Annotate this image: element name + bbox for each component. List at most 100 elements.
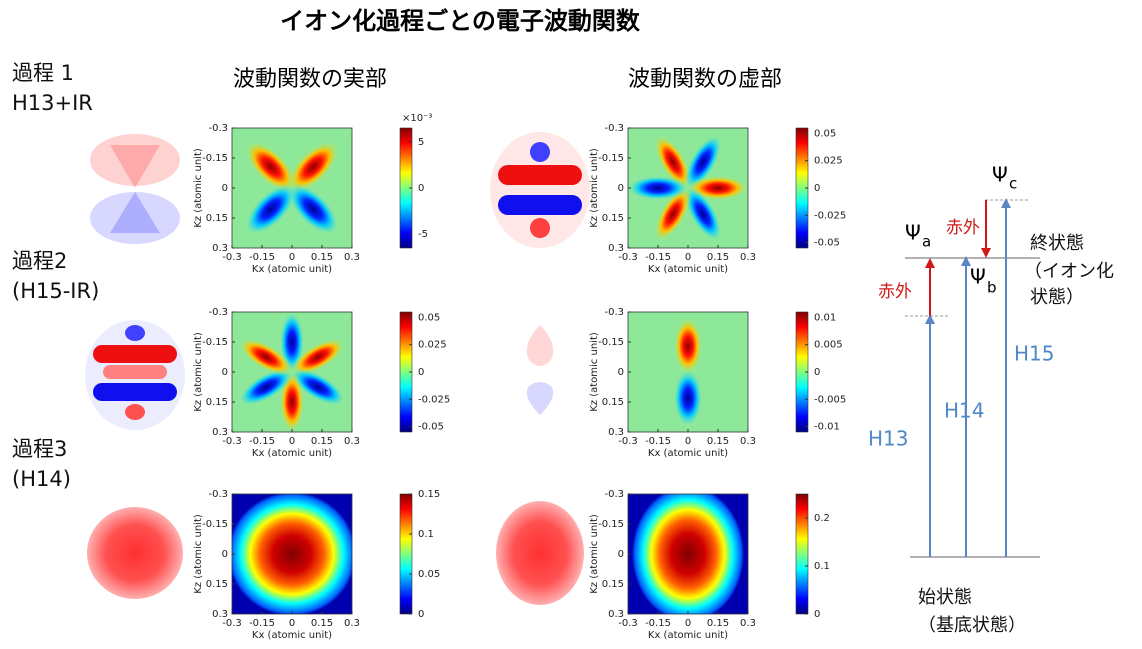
colorbar-tick-label: 0.025 — [814, 156, 843, 167]
colorbar-tick-label: 0.025 — [418, 340, 447, 351]
column-header: 波動関数の虚部 — [628, 67, 782, 92]
x-tick-label: -0.3 — [618, 436, 638, 447]
y-tick-label: -0.15 — [202, 519, 228, 530]
colorbar — [400, 494, 412, 614]
y-tick-label: -0.15 — [598, 337, 624, 348]
x-tick-label: -0.3 — [618, 252, 638, 263]
colorbar-exponent: ×10⁻³ — [402, 113, 432, 124]
x-axis-label: Kx (atomic unit) — [648, 630, 728, 641]
colorbar-tick-label: 0 — [418, 183, 424, 194]
y-tick-label: -0.3 — [208, 307, 228, 318]
x-tick-label: -0.15 — [249, 252, 275, 263]
x-tick-label: 0.3 — [740, 618, 756, 629]
colorbar-tick-label: -0.005 — [814, 394, 846, 405]
y-tick-label: 0.15 — [206, 579, 228, 590]
colorbar-tick-label: 0 — [814, 367, 820, 378]
title: イオン化過程ごとの電子波動関数 — [280, 7, 641, 35]
y-axis-label: Kz (atomic unit) — [589, 148, 600, 228]
colorbar-tick-label: 0 — [418, 367, 424, 378]
y-axis-label: Kz (atomic unit) — [193, 148, 204, 228]
infrared-label: 赤外 — [878, 282, 912, 302]
x-tick-label: -0.3 — [618, 618, 638, 629]
x-tick-label: -0.15 — [645, 252, 671, 263]
row-label: (H15-IR) — [12, 279, 99, 303]
state-symbol: Ψ — [970, 265, 986, 289]
x-tick-label: -0.3 — [222, 252, 242, 263]
final-state-label: （イオン化 — [1024, 261, 1114, 282]
heatmap — [628, 128, 748, 248]
y-tick-label: -0.15 — [202, 153, 228, 164]
y-tick-label: -0.15 — [598, 153, 624, 164]
harmonic-label: H15 — [1014, 342, 1055, 366]
x-tick-label: 0 — [685, 436, 691, 447]
x-tick-label: 0.15 — [311, 436, 333, 447]
row-label: 過程2 — [12, 249, 67, 273]
y-tick-label: 0 — [222, 367, 228, 378]
y-axis-label: Kz (atomic unit) — [193, 514, 204, 594]
x-axis-label: Kx (atomic unit) — [648, 448, 728, 459]
x-tick-label: 0.3 — [344, 436, 360, 447]
final-state-label: 状態） — [1030, 287, 1084, 308]
figure: イオン化過程ごとの電子波動関数 波動関数の実部 波動関数の虚部 過程 1 H13… — [0, 0, 1142, 645]
y-tick-label: -0.15 — [598, 519, 624, 530]
y-tick-label: 0.15 — [602, 397, 624, 408]
column-header: 波動関数の実部 — [233, 67, 387, 92]
harmonic-label: H13 — [868, 427, 909, 451]
row-label: 過程 1 — [12, 61, 74, 85]
state-subscript: b — [987, 279, 997, 297]
state-symbol: Ψ — [905, 221, 921, 245]
y-tick-label: 0 — [618, 367, 624, 378]
x-axis-label: Kx (atomic unit) — [252, 264, 332, 275]
colorbar-tick-label: 0.15 — [418, 489, 440, 500]
colorbar-tick-label: 0 — [814, 183, 820, 194]
colorbar-tick-label: 0 — [418, 609, 424, 620]
colorbar-tick-label: -0.01 — [814, 422, 840, 433]
y-axis-label: Kz (atomic unit) — [589, 332, 600, 412]
x-tick-label: 0.15 — [707, 618, 729, 629]
x-tick-label: 0 — [289, 618, 295, 629]
colorbar-tick-label: -0.05 — [418, 422, 444, 433]
heatmap — [232, 312, 352, 432]
state-subscript: c — [1009, 175, 1017, 193]
y-tick-label: 0 — [618, 183, 624, 194]
heatmap-blob — [632, 486, 744, 622]
row-label: H13+IR — [12, 91, 93, 115]
infrared-label: 赤外 — [946, 218, 980, 238]
colorbar-tick-label: 0.05 — [814, 128, 836, 139]
colorbar-tick-label: 0.05 — [418, 569, 440, 580]
x-tick-label: 0.15 — [707, 436, 729, 447]
x-tick-label: 0 — [685, 252, 691, 263]
state-subscript: a — [922, 233, 931, 251]
energy-diagram — [905, 198, 1040, 557]
x-tick-label: -0.15 — [249, 436, 275, 447]
colorbar-tick-label: -0.025 — [418, 394, 450, 405]
x-tick-label: 0 — [289, 436, 295, 447]
x-tick-label: -0.3 — [222, 436, 242, 447]
x-tick-label: -0.15 — [645, 436, 671, 447]
colorbar-tick-label: 0.05 — [418, 312, 440, 323]
y-tick-label: 0.15 — [602, 579, 624, 590]
y-tick-label: -0.3 — [604, 307, 624, 318]
x-tick-label: -0.3 — [222, 618, 242, 629]
y-tick-label: 0 — [222, 549, 228, 560]
colorbar-tick-label: -0.05 — [814, 238, 840, 249]
y-tick-label: -0.15 — [202, 337, 228, 348]
y-tick-label: 0.15 — [206, 397, 228, 408]
x-tick-label: 0 — [685, 618, 691, 629]
x-tick-label: -0.15 — [645, 618, 671, 629]
x-tick-label: 0.3 — [344, 618, 360, 629]
x-tick-label: 0 — [289, 252, 295, 263]
x-tick-label: 0.15 — [311, 618, 333, 629]
y-tick-label: -0.3 — [604, 123, 624, 134]
lobe — [674, 318, 702, 374]
colorbar-tick-label: 0.005 — [814, 340, 843, 351]
state-symbol: Ψ — [992, 163, 1008, 187]
y-tick-label: -0.3 — [208, 489, 228, 500]
colorbar-tick-label: 0 — [814, 609, 820, 620]
lobe — [628, 176, 688, 200]
final-state-label: 終状態 — [1030, 233, 1084, 254]
